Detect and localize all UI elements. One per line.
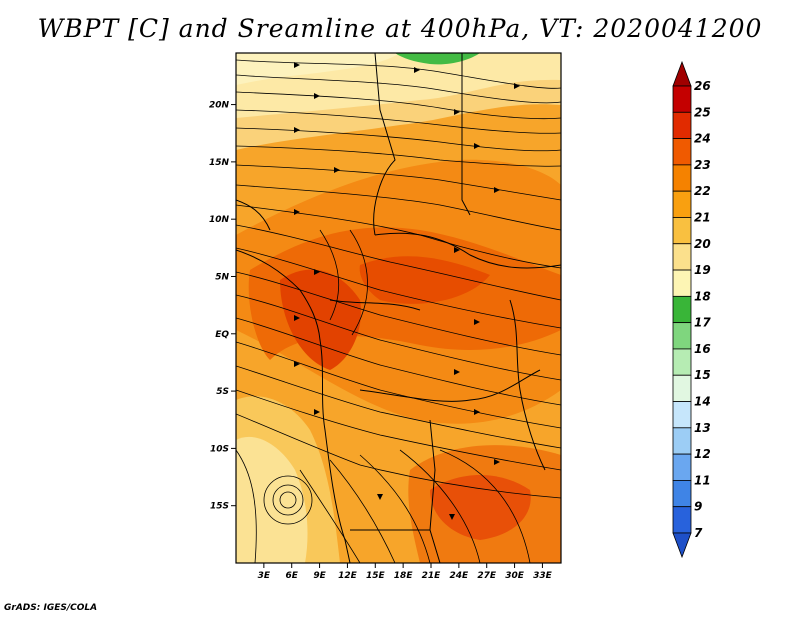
colorbar: 26 25 24 23 22 21 20 19 18 17 16 15 14 13 12 11 9 7	[672, 60, 711, 559]
colorbar-segment	[672, 480, 692, 508]
colorbar-segment	[672, 453, 692, 481]
colorbar-segment	[672, 322, 692, 350]
colorbar-bottom-triangle	[672, 532, 692, 559]
colorbar-segment	[672, 506, 692, 534]
colorbar-label: 7	[694, 526, 703, 540]
colorbar-label: 19	[694, 263, 711, 277]
longitude-axis: 3E 6E 9E 12E 15E 18E 21E 24E 27E 30E 33E	[258, 563, 553, 581]
colorbar-label: 9	[694, 500, 702, 514]
colorbar-label: 11	[694, 473, 711, 487]
lat-tick-label: 5N	[215, 272, 229, 282]
lat-tick-label: 20N	[209, 101, 230, 111]
latitude-axis: 20N 15N 10N 5N EQ 5S 10S 15S	[209, 101, 236, 512]
colorbar-label: 25	[694, 105, 711, 119]
lat-tick-label: 10N	[209, 215, 230, 225]
colorbar-label: 13	[694, 421, 711, 435]
lat-tick-label: 10S	[210, 444, 229, 454]
colorbar-segment	[672, 111, 692, 139]
streamlines	[236, 59, 561, 563]
colorbar-segment	[672, 243, 692, 271]
colorbar-segment	[672, 138, 692, 166]
lon-tick-label: 33E	[533, 571, 553, 581]
lon-tick-label: 15E	[366, 571, 386, 581]
wbpt-field-hot	[280, 269, 361, 370]
footer-credit: GrADS: IGES/COLA	[4, 603, 98, 613]
colorbar-segment	[672, 348, 692, 376]
lat-tick-label: 5S	[216, 387, 229, 397]
colorbar-segment	[672, 269, 692, 297]
lon-tick-label: 18E	[394, 571, 414, 581]
colorbar-segment	[672, 164, 692, 192]
colorbar-label: 22	[694, 184, 711, 198]
lon-tick-label: 24E	[450, 571, 470, 581]
country-borders	[236, 53, 561, 563]
colorbar-label: 14	[694, 395, 711, 409]
streamline-arrows	[294, 62, 520, 520]
colorbar-top-triangle	[672, 60, 692, 87]
lat-tick-label: 15S	[210, 502, 229, 512]
colorbar-segment	[672, 85, 692, 113]
chart-title: WBPT [C] and Sreamline at 400hPa, VT: 20…	[37, 14, 763, 43]
wbpt-field-green	[395, 53, 480, 65]
colorbar-label: 21	[694, 210, 711, 224]
map-frame	[235, 52, 562, 564]
colorbar-label: 18	[694, 289, 711, 303]
colorbar-segment	[672, 401, 692, 429]
colorbar-label: 24	[694, 132, 711, 146]
colorbar-label: 20	[694, 237, 711, 251]
lon-tick-label: 6E	[286, 571, 299, 581]
map-plot-area	[236, 53, 561, 563]
lat-tick-label: 15N	[209, 158, 230, 168]
colorbar-label: 15	[694, 368, 711, 382]
colorbar-label: 26	[694, 79, 711, 93]
lon-tick-label: 30E	[505, 571, 525, 581]
colorbar-segment	[672, 295, 692, 324]
colorbar-label: 17	[694, 316, 711, 330]
colorbar-segment	[672, 374, 692, 402]
colorbar-segment	[672, 427, 692, 455]
colorbar-label: 16	[694, 342, 711, 356]
colorbar-segment	[672, 217, 692, 245]
lon-tick-label: 9E	[313, 571, 326, 581]
lat-tick-label: EQ	[215, 330, 229, 340]
lon-tick-label: 27E	[477, 571, 497, 581]
lon-tick-label: 12E	[338, 571, 358, 581]
colorbar-segment	[672, 190, 692, 218]
lon-tick-label: 3E	[258, 571, 271, 581]
lon-tick-label: 21E	[422, 571, 442, 581]
colorbar-label: 23	[694, 158, 711, 172]
colorbar-label: 12	[694, 447, 711, 461]
